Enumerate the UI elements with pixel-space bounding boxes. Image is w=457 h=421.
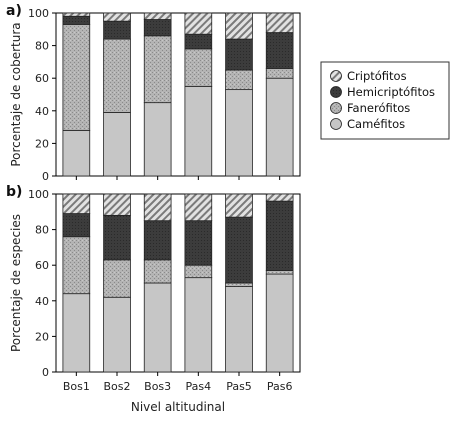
y-tick-label: 20	[35, 330, 49, 343]
x-axis-label: Nivel altitudinal	[131, 400, 225, 414]
bar-hemicriptofitos-pas5	[225, 216, 253, 284]
bar-camefitos-pas6	[265, 273, 294, 373]
bar-hemicriptofitos-bos3	[143, 19, 172, 37]
bar-hemicriptofitos-bos2	[103, 20, 131, 40]
bar-fanerofitos-bos2	[103, 259, 131, 298]
legend-swatch	[330, 118, 342, 130]
x-tick-label: Pas5	[226, 380, 252, 393]
legend-label: Criptófitos	[347, 69, 407, 83]
legend-item-criptofitos: Criptófitos	[330, 69, 407, 83]
bar-camefitos-bos2	[103, 296, 131, 373]
x-tick-label: Pas4	[186, 380, 212, 393]
bar-fanerofitos-bos3	[143, 35, 172, 104]
panel-label: a)	[6, 3, 22, 19]
bar-fanerofitos-pas4	[184, 264, 213, 279]
x-tick-label: Bos3	[144, 380, 171, 393]
y-axis-label: Porcentaje de cobertura	[9, 22, 23, 166]
bar-hemicriptofitos-bos2	[103, 214, 131, 261]
bar-criptofitos-bos2	[103, 12, 131, 22]
bar-criptofitos-pas5	[225, 193, 253, 218]
bar-camefitos-pas4	[184, 277, 213, 373]
x-tick-label: Pas6	[267, 380, 293, 393]
legend-frame	[320, 61, 450, 140]
y-axis-label: Porcentaje de especies	[9, 214, 23, 352]
bar-criptofitos-pas4	[184, 12, 213, 35]
legend-item-hemicriptofitos: Hemicriptófitos	[330, 85, 435, 99]
bar-camefitos-pas4	[184, 85, 213, 177]
y-tick-label: 20	[35, 137, 49, 150]
y-tick-label: 60	[35, 72, 49, 85]
bar-fanerofitos-bos3	[143, 259, 172, 284]
y-tick-label: 80	[35, 40, 49, 53]
bar-fanerofitos-pas6	[265, 68, 294, 79]
bar-camefitos-bos1	[62, 129, 91, 177]
bar-hemicriptofitos-pas5	[225, 38, 253, 71]
bar-criptofitos-bos3	[143, 193, 172, 222]
bar-criptofitos-bos1	[62, 12, 91, 17]
bar-fanerofitos-pas5	[225, 69, 253, 91]
y-tick-label: 0	[42, 170, 49, 183]
bar-criptofitos-pas4	[184, 193, 213, 222]
chart-panel-b: 0 20 40 60 80 100 Bos1 Bos2 Bos3 Pas4 Pas5 Pas6 b) Po…	[6, 184, 301, 414]
legend: Criptófitos Hemicriptófitos Fanerófitos Cam…	[320, 61, 450, 140]
y-tick-label: 80	[35, 224, 49, 237]
bar-camefitos-pas5	[225, 286, 253, 373]
legend-item-fanerofitos: Fanerófitos	[330, 101, 410, 115]
bar-fanerofitos-bos2	[103, 38, 131, 113]
bar-hemicriptofitos-pas4	[184, 33, 213, 50]
bar-criptofitos-bos3	[143, 12, 172, 20]
legend-label: Caméfitos	[347, 117, 405, 131]
legend-swatch	[330, 102, 342, 114]
y-tick-label: 0	[42, 366, 49, 379]
bar-hemicriptofitos-pas4	[184, 220, 213, 266]
x-tick-label: Bos1	[63, 380, 90, 393]
bar-fanerofitos-bos1	[62, 24, 91, 131]
legend-swatch	[330, 70, 342, 82]
bar-fanerofitos-pas6	[265, 270, 294, 275]
bar-camefitos-pas5	[225, 89, 253, 177]
bar-camefitos-bos1	[62, 293, 91, 373]
bar-fanerofitos-pas5	[225, 282, 253, 287]
plot-frame	[55, 12, 301, 177]
legend-label: Hemicriptófitos	[347, 85, 435, 99]
bar-camefitos-pas6	[265, 77, 294, 177]
y-tick-label: 40	[35, 295, 49, 308]
bar-hemicriptofitos-bos1	[62, 213, 91, 238]
legend-label: Fanerófitos	[347, 101, 410, 115]
bar-hemicriptofitos-bos1	[62, 15, 91, 25]
bar-hemicriptofitos-pas6	[265, 32, 294, 69]
bar-criptofitos-pas6	[265, 193, 294, 202]
bar-criptofitos-bos1	[62, 193, 91, 214]
bar-hemicriptofitos-bos3	[143, 220, 172, 261]
y-tick-label: 60	[35, 259, 49, 272]
bar-fanerofitos-pas4	[184, 48, 213, 87]
legend-swatch	[330, 86, 342, 98]
panel-label: b)	[6, 184, 22, 200]
y-tick-label: 100	[28, 188, 49, 201]
bar-camefitos-bos2	[103, 112, 131, 177]
bar-camefitos-bos3	[143, 282, 172, 373]
bar-criptofitos-pas5	[225, 12, 253, 40]
plot-frame	[55, 193, 301, 373]
legend-item-camefitos: Caméfitos	[330, 117, 405, 131]
x-tick-label: Bos2	[103, 380, 130, 393]
y-tick-label: 40	[35, 105, 49, 118]
chart-panel-a: 0 20 40 60 80 100 a) Porcentaje de cobertura	[6, 3, 301, 183]
bar-camefitos-bos3	[143, 102, 172, 177]
bar-criptofitos-bos2	[103, 193, 131, 216]
bar-hemicriptofitos-pas6	[265, 200, 294, 271]
bar-fanerofitos-bos1	[62, 236, 91, 295]
y-tick-label: 100	[28, 7, 49, 20]
bar-criptofitos-pas6	[265, 12, 294, 33]
